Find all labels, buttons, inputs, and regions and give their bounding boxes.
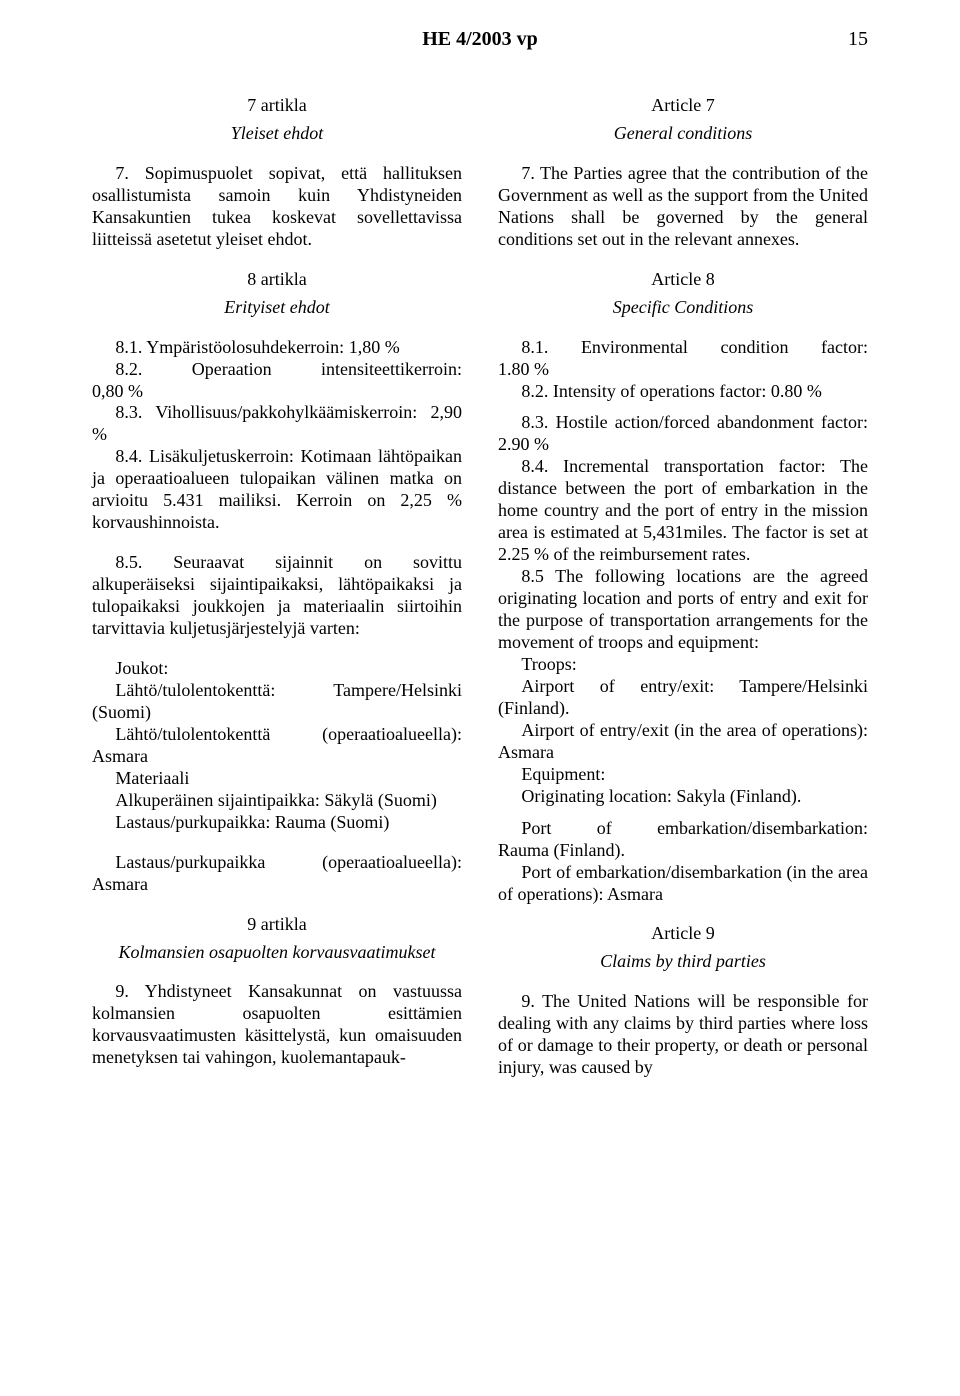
para: Lastaus/purkupaikka: Rauma (Suomi) — [92, 812, 462, 834]
txt: condition — [720, 337, 788, 359]
para: Port of embarkation/disembarkation (in t… — [498, 862, 868, 906]
para: Lastaus/purkupaikka (operaatioalueella):… — [92, 852, 462, 896]
para: Port of embarkation/disembarkation: Raum… — [498, 818, 868, 862]
para: Airport of entry/exit (in the area of op… — [498, 720, 868, 764]
para: 9. The United Nations will be responsibl… — [498, 991, 868, 1079]
para: 8.2. Operaation intensiteettikerroin: 0,… — [92, 359, 462, 403]
article-9-number-en: Article 9 — [498, 923, 868, 945]
article-9-title-fi: Kolmansien osapuolten korvausvaatimukset — [92, 942, 462, 964]
article-7-number-fi: 7 artikla — [92, 95, 462, 117]
materiel-op-fi: Lastaus/purkupaikka (operaatioalueella):… — [92, 852, 462, 896]
txt: of — [597, 818, 612, 840]
right-column: Article 7 General conditions 7. The Part… — [498, 85, 868, 1079]
article-7-title-en: General conditions — [498, 123, 868, 145]
doc-reference: HE 4/2003 vp — [422, 28, 538, 50]
para: Airport of entry/exit: Tampere/Helsinki … — [498, 676, 868, 720]
para: Lähtö/tulolentokenttä (operaatioalueella… — [92, 724, 462, 768]
page-number: 15 — [848, 28, 868, 51]
page: HE 4/2003 vp 15 7 artikla Yleiset ehdot … — [0, 0, 960, 1396]
para: 9. Yhdistyneet Kansakunnat on vastuussa … — [92, 981, 462, 1069]
article-9-title-en: Claims by third parties — [498, 951, 868, 973]
para: 7. Sopimuspuolet sopivat, että hallituks… — [92, 163, 462, 251]
article-9-body-fi: 9. Yhdistyneet Kansakunnat on vastuussa … — [92, 981, 462, 1069]
article-9-number-fi: 9 artikla — [92, 914, 462, 936]
para: 8.1. Environmental condition factor: 1.8… — [498, 337, 868, 381]
txt: 8.2. — [115, 359, 142, 379]
article-8-title-en: Specific Conditions — [498, 297, 868, 319]
article-8-number-fi: 8 artikla — [92, 269, 462, 291]
article-7-number-en: Article 7 — [498, 95, 868, 117]
txt: 1.80 % — [498, 359, 549, 379]
para: 8.4. Incremental transportation factor: … — [498, 456, 868, 566]
para: 8.5. Seuraavat sijainnit on sovittu alku… — [92, 552, 462, 640]
article-7-title-fi: Yleiset ehdot — [92, 123, 462, 145]
running-head: HE 4/2003 vp 15 — [92, 28, 868, 51]
article-8-number-en: Article 8 — [498, 269, 868, 291]
article-8-body-en: 8.1. Environmental condition factor: 1.8… — [498, 337, 868, 906]
para: Troops: — [498, 654, 868, 676]
para: 8.3. Vihollisuus/pakkohylkäämiskerroin: … — [92, 402, 462, 446]
txt: embarkation/disembarkation: — [657, 818, 868, 840]
article-8-locations-fi: 8.5. Seuraavat sijainnit on sovittu alku… — [92, 552, 462, 640]
para: 8.3. Hostile action/forced abandonment f… — [498, 412, 868, 456]
txt: Rauma (Finland). — [498, 840, 625, 860]
left-column: 7 artikla Yleiset ehdot 7. Sopimuspuolet… — [92, 85, 462, 1079]
txt: 0,80 % — [92, 381, 143, 401]
para: 8.2. Intensity of operations factor: 0.8… — [498, 381, 868, 403]
para: Originating location: Sakyla (Finland). — [498, 786, 868, 808]
txt: Environmental — [581, 337, 688, 359]
para: Materiaali — [92, 768, 462, 790]
article-8-body-fi: 8.1. Ympäristöolosuhdekerroin: 1,80 % 8.… — [92, 337, 462, 535]
txt: factor: — [821, 337, 868, 359]
txt: Operaation — [192, 359, 272, 381]
para: Equipment: — [498, 764, 868, 786]
article-9-body-en: 9. The United Nations will be responsibl… — [498, 991, 868, 1079]
txt: Port — [521, 818, 551, 838]
para: 7. The Parties agree that the contributi… — [498, 163, 868, 251]
para: 8.1. Ympäristöolosuhdekerroin: 1,80 % — [92, 337, 462, 359]
spacer — [498, 402, 868, 412]
txt: intensiteettikerroin: — [321, 359, 462, 381]
para: 8.5 The following locations are the agre… — [498, 566, 868, 654]
troops-block-fi: Joukot: Lähtö/tulolentokenttä: Tampere/H… — [92, 658, 462, 834]
spacer — [498, 808, 868, 818]
article-8-title-fi: Erityiset ehdot — [92, 297, 462, 319]
txt: 8.1. — [521, 337, 548, 357]
para: Joukot: — [92, 658, 462, 680]
para: Lähtö/tulolentokenttä: Tampere/Helsinki … — [92, 680, 462, 724]
para: 8.4. Lisäkuljetuskerroin: Kotimaan lähtö… — [92, 446, 462, 534]
two-column-layout: 7 artikla Yleiset ehdot 7. Sopimuspuolet… — [92, 85, 868, 1079]
article-7-body-fi: 7. Sopimuspuolet sopivat, että hallituks… — [92, 163, 462, 251]
para: Alkuperäinen sijaintipaikka: Säkylä (Suo… — [92, 790, 462, 812]
article-7-body-en: 7. The Parties agree that the contributi… — [498, 163, 868, 251]
